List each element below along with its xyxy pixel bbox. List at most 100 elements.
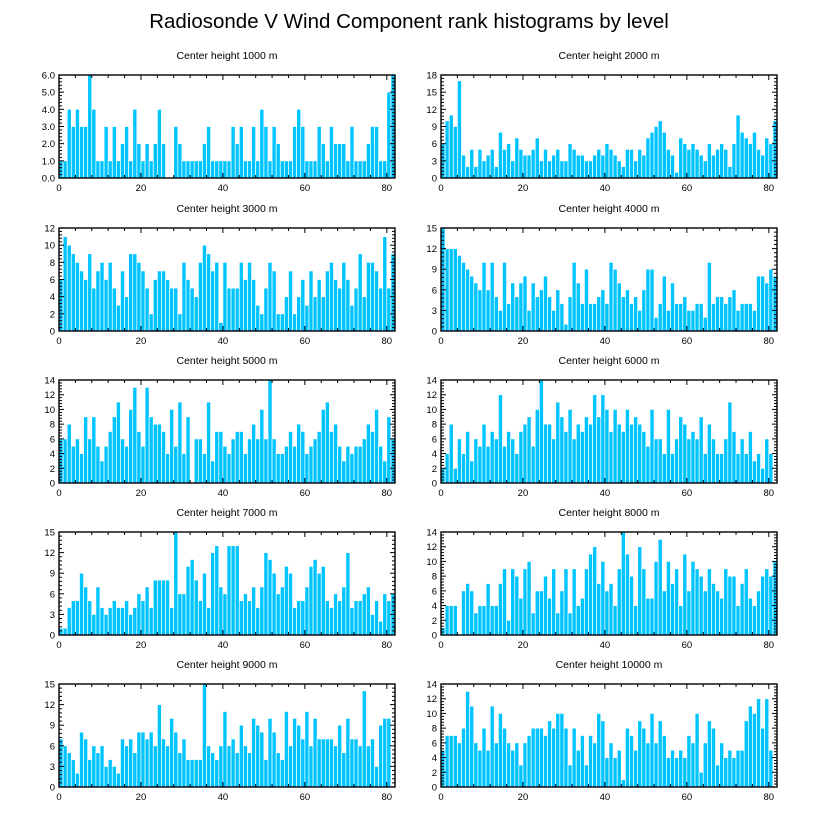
histogram-bar [698,416,704,484]
x-tick-label: 20 [136,488,147,499]
histogram-bar [288,745,293,788]
histogram-bar [530,149,536,179]
histogram-bar [547,423,552,484]
histogram-bar [128,160,134,179]
histogram-bar [579,431,585,484]
histogram-bar [682,553,688,636]
histogram-bar [649,131,655,179]
histogram-bar [337,724,343,788]
histogram-bar [361,296,367,332]
histogram-bar [711,154,716,179]
histogram-bar [83,738,89,788]
histogram-bar [579,735,585,788]
histogram-bar [378,445,384,484]
histogram-bar [588,303,593,332]
x-tick-label: 0 [56,488,61,499]
histogram-bar [534,137,540,179]
histogram-bar [567,296,573,332]
histogram-bar [661,131,667,179]
histogram-bar [386,717,392,788]
y-tick-label: 8 [432,724,437,735]
histogram-bar [506,619,512,636]
histogram-bar [324,270,330,332]
x-tick-label: 80 [764,792,775,803]
histogram-bar [79,453,84,484]
histogram-bar [616,160,622,179]
histogram-bar [206,126,211,179]
y-tick-label: 12 [44,224,55,235]
histogram-bar [206,607,211,636]
histogram-bar [473,166,479,179]
histogram-bar [382,460,388,484]
histogram-bar [690,431,696,484]
histogram-bar [461,261,466,332]
y-tick-label: 3 [50,610,55,621]
histogram-bar [132,607,138,636]
histogram-bar [510,160,516,179]
histogram-bar [300,279,306,332]
histogram-bar [711,303,716,332]
histogram-bar [760,154,766,179]
histogram-bar [747,705,753,788]
histogram-bar [329,431,334,484]
histogram-bar [193,438,199,484]
y-tick-label: 0 [432,479,437,490]
panel-title: Center height 3000 m [177,203,278,215]
histogram-bar [337,600,343,636]
y-tick-label: 9 [50,569,55,580]
histogram-bar [543,275,548,332]
y-tick-label: 0 [50,327,55,338]
histogram-bar [649,713,655,788]
plot-frame [440,683,778,788]
histogram-bar [202,453,207,484]
histogram-bar [657,303,663,332]
histogram-bar [498,131,503,179]
histogram-bar [308,745,314,788]
histogram-bar [465,691,471,788]
histogram-bar [493,296,499,332]
x-tick-label: 0 [438,183,443,194]
histogram-bar [140,731,146,788]
histogram-bar [481,160,487,179]
histogram-bar [120,438,125,484]
histogram-bar [498,583,503,636]
histogram-bar [238,431,244,484]
x-tick-label: 20 [136,792,147,803]
histogram-bar [111,600,117,636]
histogram-bar [502,149,507,179]
histogram-bar [365,143,371,179]
histogram-bar [214,545,220,636]
histogram-bar [189,559,195,636]
histogram-bar [152,279,158,332]
histogram-bar [514,296,520,332]
x-tick-label: 60 [682,183,693,194]
histogram-bar [189,160,195,179]
histogram-bar [304,453,310,484]
plot-frame [440,227,778,332]
histogram-bar [555,713,561,788]
y-tick-label: 0 [432,631,437,642]
histogram-bar [111,287,117,332]
y-tick-label: 0.0 [42,174,55,185]
x-tick-label: 60 [682,336,693,347]
y-tick-label: 10 [44,241,55,252]
histogram-bar [674,438,680,484]
histogram-bar [267,379,273,484]
histogram-bar [238,724,244,788]
histogram-bar [625,727,630,788]
histogram-bar [263,438,269,484]
histogram-bar [543,735,548,788]
histogram-bar [747,597,753,636]
histogram-bar [702,742,708,788]
x-tick-label: 40 [218,488,229,499]
x-tick-label: 40 [218,792,229,803]
histogram-bar [625,289,630,332]
histogram-bar [731,757,737,788]
histogram-bar [271,270,277,332]
histogram-bar [706,720,712,788]
x-tick-label: 0 [56,183,61,194]
histogram-bar [715,149,720,179]
histogram-bar [345,552,351,636]
histogram-bar [649,409,655,484]
y-tick-label: 6 [50,741,55,752]
